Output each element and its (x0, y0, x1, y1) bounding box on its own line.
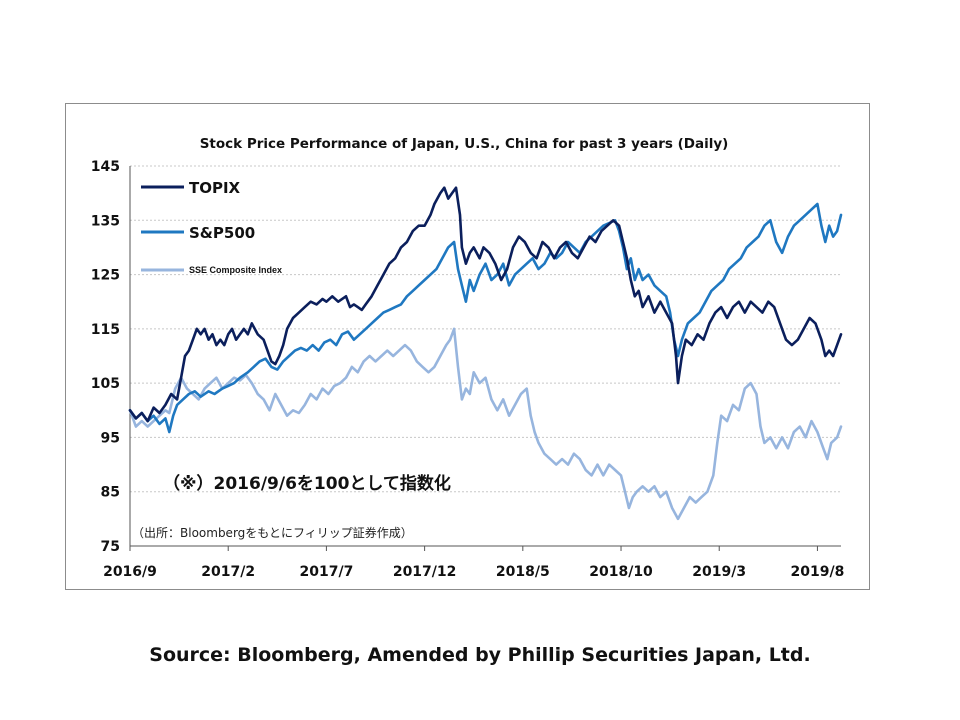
legend-label: TOPIX (189, 179, 241, 197)
legend-label: SSE Composite Index (189, 265, 282, 275)
chart-frame: Stock Price Performance of Japan, U.S., … (65, 103, 870, 590)
x-tick-label: 2016/9 (103, 564, 157, 580)
y-tick-label: 85 (101, 485, 120, 501)
x-tick-label: 2019/3 (692, 564, 746, 580)
line-chart: Stock Price Performance of Japan, U.S., … (91, 136, 845, 580)
x-tick-label: 2018/5 (496, 564, 550, 580)
y-tick-label: 115 (91, 322, 120, 338)
y-tick-label: 75 (101, 539, 120, 555)
x-tick-label: 2019/8 (791, 564, 845, 580)
y-tick-label: 145 (91, 159, 120, 175)
x-tick-label: 2017/7 (299, 564, 353, 580)
y-tick-label: 125 (91, 268, 120, 284)
y-tick-label: 95 (101, 430, 120, 446)
chart-title: Stock Price Performance of Japan, U.S., … (200, 136, 729, 152)
x-tick-label: 2018/10 (589, 564, 653, 580)
series-lines (128, 186, 843, 521)
y-tick-label: 105 (91, 376, 120, 392)
x-tick-label: 2017/2 (201, 564, 255, 580)
legend-label: S&P500 (189, 224, 255, 242)
gridlines (130, 165, 841, 493)
series-line-sse-composite-index (128, 327, 843, 521)
base-note: （※）2016/9/6を100として指数化 (163, 473, 451, 494)
y-tick-label: 135 (91, 213, 120, 229)
axes: 75 85 95 105 115 125 135 145 2016/9 2017/2 2017/7 2… (91, 159, 845, 580)
series-line-s-p500 (128, 202, 843, 434)
source-note: （出所：Bloombergをもとにフィリップ証券作成） (132, 525, 413, 540)
series-line-topix (128, 186, 843, 423)
legend: TOPIX S&P500 SSE Composite Index (141, 179, 282, 275)
x-tick-label: 2017/12 (393, 564, 457, 580)
source-credit: Source: Bloomberg, Amended by Phillip Se… (149, 644, 811, 666)
